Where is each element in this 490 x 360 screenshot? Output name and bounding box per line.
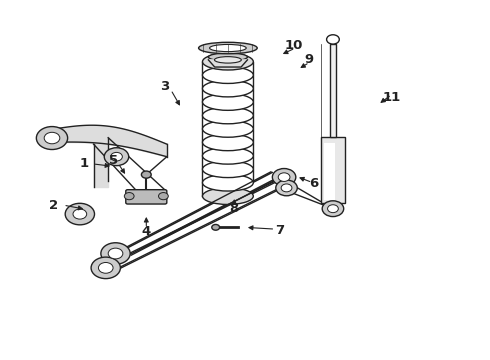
- Circle shape: [276, 180, 297, 196]
- Polygon shape: [208, 60, 247, 67]
- Ellipse shape: [202, 67, 253, 84]
- Circle shape: [212, 225, 220, 230]
- Text: 4: 4: [142, 225, 151, 238]
- Circle shape: [108, 248, 123, 259]
- Circle shape: [159, 193, 168, 200]
- Ellipse shape: [202, 134, 253, 151]
- Circle shape: [36, 127, 68, 149]
- Circle shape: [98, 262, 113, 273]
- Text: 6: 6: [309, 177, 318, 190]
- Bar: [330, 44, 336, 137]
- Circle shape: [328, 205, 338, 213]
- Circle shape: [124, 193, 134, 200]
- Ellipse shape: [202, 188, 253, 204]
- Ellipse shape: [202, 121, 253, 137]
- Text: 2: 2: [49, 199, 58, 212]
- Ellipse shape: [202, 107, 253, 124]
- Ellipse shape: [202, 161, 253, 177]
- Text: 3: 3: [160, 80, 169, 93]
- Circle shape: [322, 201, 343, 217]
- Circle shape: [278, 173, 290, 181]
- Text: 1: 1: [79, 157, 88, 170]
- Circle shape: [327, 35, 339, 44]
- Circle shape: [101, 243, 130, 264]
- Circle shape: [73, 209, 87, 219]
- Circle shape: [65, 203, 95, 225]
- Ellipse shape: [202, 53, 253, 70]
- FancyBboxPatch shape: [126, 190, 167, 204]
- Ellipse shape: [202, 94, 253, 110]
- Text: 11: 11: [383, 91, 401, 104]
- Circle shape: [142, 171, 151, 178]
- Bar: [324, 143, 335, 200]
- Text: 7: 7: [274, 224, 284, 237]
- Circle shape: [104, 148, 129, 166]
- Circle shape: [44, 132, 60, 144]
- Circle shape: [91, 257, 121, 279]
- Text: 8: 8: [230, 202, 239, 215]
- Ellipse shape: [198, 42, 257, 54]
- Text: 10: 10: [285, 39, 303, 52]
- Ellipse shape: [215, 57, 242, 63]
- Text: 5: 5: [108, 154, 118, 167]
- Circle shape: [281, 184, 292, 192]
- Text: 9: 9: [304, 53, 313, 66]
- Ellipse shape: [202, 80, 253, 97]
- Ellipse shape: [202, 174, 253, 191]
- Ellipse shape: [202, 148, 253, 164]
- Ellipse shape: [210, 44, 246, 51]
- Circle shape: [111, 152, 122, 161]
- Bar: [321, 137, 344, 203]
- Ellipse shape: [208, 53, 247, 61]
- Circle shape: [272, 168, 296, 186]
